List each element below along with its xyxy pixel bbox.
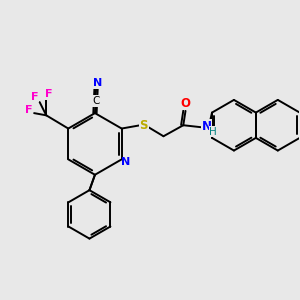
Text: N: N bbox=[92, 78, 102, 88]
Text: S: S bbox=[140, 119, 148, 132]
Text: O: O bbox=[181, 97, 190, 110]
Text: C: C bbox=[92, 96, 100, 106]
Text: F: F bbox=[45, 89, 52, 99]
Text: F: F bbox=[32, 92, 39, 102]
Text: N: N bbox=[122, 157, 131, 166]
Text: N: N bbox=[201, 120, 212, 133]
Text: F: F bbox=[25, 105, 32, 115]
Text: H: H bbox=[209, 127, 217, 137]
